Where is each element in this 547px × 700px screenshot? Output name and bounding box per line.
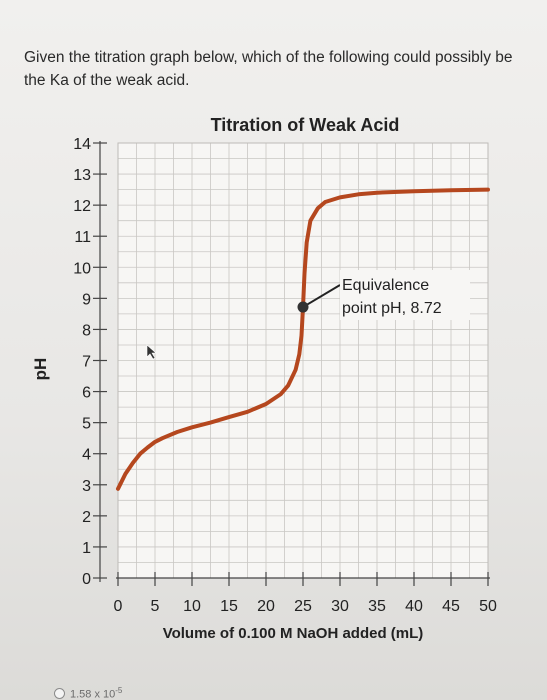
x-tick-label: 15 [220, 598, 238, 615]
annotation-line-2: point pH, 8.72 [342, 300, 442, 317]
answer-option-base: 1.58 x 10 [70, 688, 116, 700]
y-tick-label: 0 [82, 571, 91, 588]
answer-option-label: 1.58 x 10-5 [70, 686, 122, 700]
x-tick-label: 30 [331, 598, 349, 615]
y-tick-label: 13 [73, 167, 91, 184]
y-tick-label: 5 [82, 416, 91, 433]
mouse-cursor-icon [146, 344, 157, 360]
y-tick-label: 10 [73, 260, 91, 277]
x-tick-label: 25 [294, 598, 312, 615]
x-tick-label: 35 [368, 598, 386, 615]
y-tick-label: 11 [74, 229, 91, 246]
x-tick-label: 50 [479, 598, 497, 615]
x-axis-label: Volume of 0.100 M NaOH added (mL) [163, 625, 424, 642]
y-tick-label: 6 [82, 385, 91, 402]
x-tick-label: 45 [442, 598, 460, 615]
annotation-background [340, 270, 470, 320]
y-tick-label: 8 [82, 322, 91, 339]
x-tick-label: 10 [183, 598, 201, 615]
annotation-line-1: Equivalence [342, 277, 429, 294]
y-tick-label: 4 [82, 447, 91, 464]
x-tick-label: 0 [114, 598, 123, 615]
equivalence-point-marker [297, 301, 309, 313]
question-text: Given the titration graph below, which o… [24, 49, 513, 89]
y-tick-label: 7 [82, 354, 91, 371]
y-axis-label: pH [31, 358, 50, 381]
answer-option-exponent: -5 [115, 686, 123, 695]
radio-button[interactable] [54, 687, 65, 699]
y-tick-label: 3 [82, 478, 91, 495]
equivalence-leader-line [302, 284, 341, 308]
answer-option[interactable]: 1.58 x 10-5 [54, 686, 122, 700]
x-tick-label: 40 [405, 598, 423, 615]
y-tick-label: 1 [82, 540, 91, 557]
x-tick-label: 5 [151, 598, 160, 615]
y-tick-label: 9 [82, 291, 91, 308]
y-tick-label: 14 [73, 136, 91, 153]
y-tick-label: 2 [82, 509, 91, 526]
y-tick-label: 12 [73, 198, 91, 215]
x-tick-label: 20 [257, 598, 275, 615]
titration-curve [116, 187, 490, 491]
chart-title: Titration of Weak Acid [211, 115, 400, 135]
